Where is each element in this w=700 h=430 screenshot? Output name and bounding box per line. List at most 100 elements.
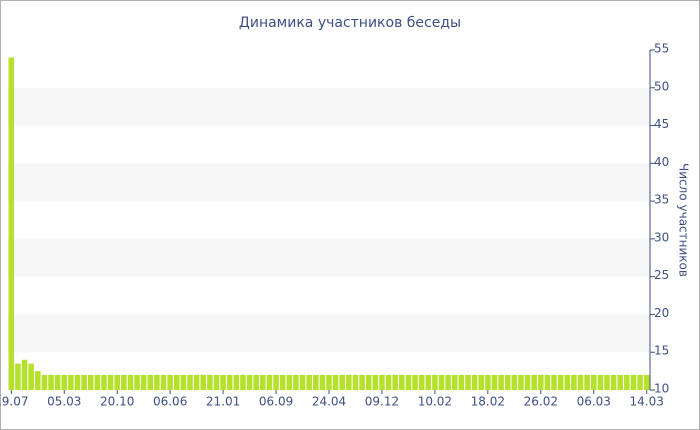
- bar: [8, 57, 15, 391]
- bar: [187, 374, 193, 390]
- grid-band: [8, 163, 650, 202]
- bar: [538, 374, 544, 390]
- bar: [319, 374, 326, 390]
- bar: [339, 374, 346, 390]
- x-tick-label: 06.03: [577, 395, 611, 409]
- bar: [299, 374, 306, 390]
- y-tick-label: 30: [654, 230, 669, 244]
- bar: [81, 374, 87, 390]
- bar: [504, 374, 511, 390]
- bar: [107, 374, 114, 390]
- bar: [147, 374, 154, 390]
- bar: [372, 374, 379, 390]
- x-tick-label: 21.01: [206, 395, 240, 409]
- bar: [451, 374, 458, 390]
- bar: [48, 374, 54, 390]
- bar: [571, 374, 577, 390]
- bar: [412, 374, 418, 390]
- bar: [359, 374, 365, 390]
- y-tick-label: 50: [654, 79, 669, 93]
- bar: [240, 374, 246, 390]
- bar: [577, 374, 584, 390]
- bar: [54, 374, 61, 390]
- x-tick-label: 10.02: [418, 395, 452, 409]
- bar: [200, 374, 207, 390]
- bar: [15, 363, 21, 390]
- bar: [365, 374, 372, 390]
- bar: [306, 374, 312, 390]
- y-tick-label: 35: [654, 193, 669, 207]
- bar: [471, 374, 478, 390]
- bar: [154, 374, 160, 390]
- bar: [392, 374, 398, 390]
- bar: [266, 374, 273, 390]
- bar: [491, 374, 498, 390]
- bar: [193, 374, 200, 390]
- bar: [511, 374, 518, 390]
- x-tick-label: 06.09: [259, 395, 293, 409]
- bar: [260, 374, 266, 390]
- bar: [127, 374, 134, 390]
- bar: [590, 374, 597, 390]
- bar: [253, 374, 259, 390]
- bar: [279, 374, 286, 390]
- bar: [246, 374, 253, 390]
- bar: [180, 374, 187, 390]
- bar: [630, 374, 637, 390]
- grid-band: [8, 87, 650, 126]
- bar: [531, 374, 537, 390]
- chart-title: Динамика участников беседы: [239, 15, 461, 31]
- bar: [207, 374, 213, 390]
- bar: [399, 374, 405, 390]
- x-tick-label: 09.12: [365, 395, 399, 409]
- x-tick-label: 19.07: [0, 395, 28, 409]
- bar: [610, 374, 617, 390]
- x-tick-label: 05.03: [47, 395, 81, 409]
- bar: [524, 374, 531, 390]
- bar: [101, 374, 107, 390]
- bar: [140, 374, 147, 390]
- grid-band: [8, 314, 650, 353]
- bar: [385, 374, 392, 390]
- bar: [312, 374, 319, 390]
- bar: [87, 374, 94, 390]
- bar: [544, 374, 551, 390]
- bar: [167, 374, 173, 390]
- bar: [485, 374, 491, 390]
- x-tick-label: 14.03: [630, 395, 664, 409]
- x-tick-label: 06.06: [153, 395, 187, 409]
- bar: [286, 374, 293, 390]
- bar: [405, 374, 412, 390]
- bar: [28, 363, 34, 390]
- y-tick-label: 45: [654, 117, 669, 131]
- bar: [41, 374, 48, 390]
- x-tick-label: 18.02: [471, 395, 505, 409]
- bar: [445, 374, 451, 390]
- bar: [121, 374, 127, 390]
- bar: [61, 374, 68, 390]
- bar: [21, 359, 28, 390]
- bar: [233, 374, 240, 390]
- bar: [557, 374, 564, 390]
- bar: [617, 374, 623, 390]
- bar: [35, 371, 41, 390]
- y-tick-label: 20: [654, 306, 669, 320]
- bar: [160, 374, 167, 390]
- bar: [94, 374, 101, 390]
- bar: [498, 374, 504, 390]
- bar: [352, 374, 359, 390]
- bar: [220, 374, 226, 390]
- bar: [293, 374, 299, 390]
- bar: [518, 374, 524, 390]
- y-tick-label: 10: [654, 382, 669, 396]
- bar: [604, 374, 610, 390]
- grid-band: [8, 238, 650, 277]
- y-tick-label: 40: [654, 155, 669, 169]
- y-tick-label: 55: [654, 42, 669, 56]
- bar: [551, 374, 557, 390]
- bar: [213, 374, 220, 390]
- bar: [326, 374, 332, 390]
- x-tick-label: 24.04: [312, 395, 346, 409]
